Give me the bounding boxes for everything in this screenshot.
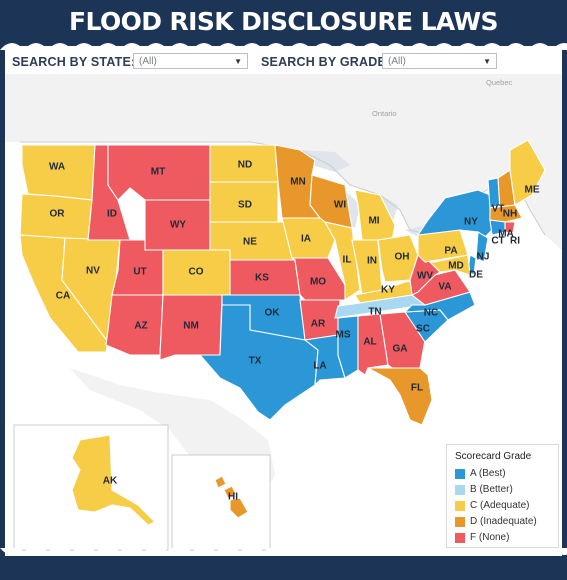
state-nc[interactable] [403,291,476,321]
state-label-va: VA [438,282,451,293]
hawaii-inset-frame [171,454,271,551]
state-nj[interactable] [475,231,489,263]
state-label-ny: NY [464,217,478,228]
state-label-in: IN [367,256,377,267]
state-label-ia: IA [301,234,311,245]
ontario-label: Ontario [372,109,397,118]
state-label-ct: CT [491,236,504,247]
state-label-nd: ND [238,160,252,171]
state-label-la: LA [313,361,326,372]
state-label-il: IL [343,255,352,266]
chevron-down-icon: ▼ [483,57,491,66]
state-label-ri: RI [510,236,520,247]
legend-title: Scorecard Grade [455,451,532,462]
state-label-ne: NE [243,237,257,248]
legend-label-b: B (Better) [470,484,513,495]
state-ct[interactable] [489,219,506,236]
legend-label-c: C (Adequate) [470,500,530,511]
state-fl[interactable] [367,367,433,426]
states-layer [19,139,546,426]
state-label-vt: VT [492,204,505,215]
state-label-ms: MS [336,330,351,341]
state-filter-value: (All) [139,56,157,67]
state-label-al: AL [363,337,376,348]
state-label-nh: NH [503,209,517,220]
legend-label-a: A (Best) [470,468,506,479]
state-label-hi: HI [228,492,238,503]
state-label-id: ID [107,209,117,220]
state-tx[interactable] [198,304,319,421]
state-label-sc: SC [416,324,430,335]
state-label-az: AZ [134,321,147,332]
state-label-sd: SD [238,200,252,211]
state-label-nc: NC [424,308,438,319]
state-labels-layer: WA OR CA NV ID MT WY UT CO AZ NM ND SD NE KS OK TX MN IA MO… [49,160,540,394]
state-label-nm: NM [183,321,199,332]
state-label-ut: UT [133,267,146,278]
legend-swatch-b [455,485,465,495]
state-label-co: CO [189,267,204,278]
quebec-label: Quebec [486,78,513,87]
legend-label-d: D (Inadequate) [470,516,537,527]
state-label-nv: NV [86,266,100,277]
state-label-ok: OK [265,308,281,319]
state-label-ak: AK [103,476,118,487]
state-label-nj: NJ [477,252,490,263]
state-label-pa: PA [444,246,457,257]
state-label-wv: WV [417,271,433,282]
legend-swatch-a [455,469,465,479]
map-panel: SEARCH BY STATE: (All) ▼ SEARCH BY GRADE… [5,46,562,556]
state-label-mt: MT [151,167,165,178]
grade-filter-value: (All) [388,56,406,67]
us-map: Quebec Ontario [5,74,562,551]
state-label-ky: KY [381,285,395,296]
state-filter-select[interactable]: (All) ▼ [133,53,248,69]
state-label-mi: MI [368,216,379,227]
state-label-ca: CA [56,291,70,302]
grade-filter-select[interactable]: (All) ▼ [382,53,497,69]
state-label-mo: MO [310,277,326,288]
state-label-me: ME [525,185,540,196]
state-label-tx: TX [249,356,262,367]
state-label-ma: MA [498,229,514,240]
legend-swatch-c [455,501,465,511]
state-filter-label: SEARCH BY STATE: [12,55,136,69]
legend-label-f: F (None) [470,532,510,543]
state-label-tn: TN [368,307,381,318]
legend-swatch-d [455,517,465,527]
legend-swatch-f [455,533,465,543]
state-hi[interactable] [214,475,249,519]
grade-filter-label: SEARCH BY GRADE: [261,55,391,69]
state-label-wa: WA [49,162,65,173]
inset-labels-layer: AK HI [103,476,238,503]
state-label-ga: GA [393,344,408,355]
state-md[interactable] [428,254,471,276]
state-label-mn: MN [290,177,306,188]
state-label-or: OR [50,209,66,220]
bottom-wave-border [0,548,567,555]
state-label-oh: OH [395,252,410,263]
grade-legend: Scorecard Grade A (Best) B (Better) C (A… [446,444,559,548]
state-label-fl: FL [411,383,423,394]
state-label-md: MD [448,261,464,272]
state-ma[interactable] [489,204,523,223]
state-il[interactable] [323,221,361,302]
chevron-down-icon: ▼ [234,57,242,66]
state-me[interactable] [509,139,546,206]
state-label-wi: WI [334,200,346,211]
state-label-ks: KS [255,273,269,284]
state-label-de: DE [469,270,483,281]
state-ak[interactable] [71,434,156,526]
state-label-ar: AR [311,319,326,330]
canada-land [5,74,562,250]
state-label-wy: WY [170,220,186,231]
